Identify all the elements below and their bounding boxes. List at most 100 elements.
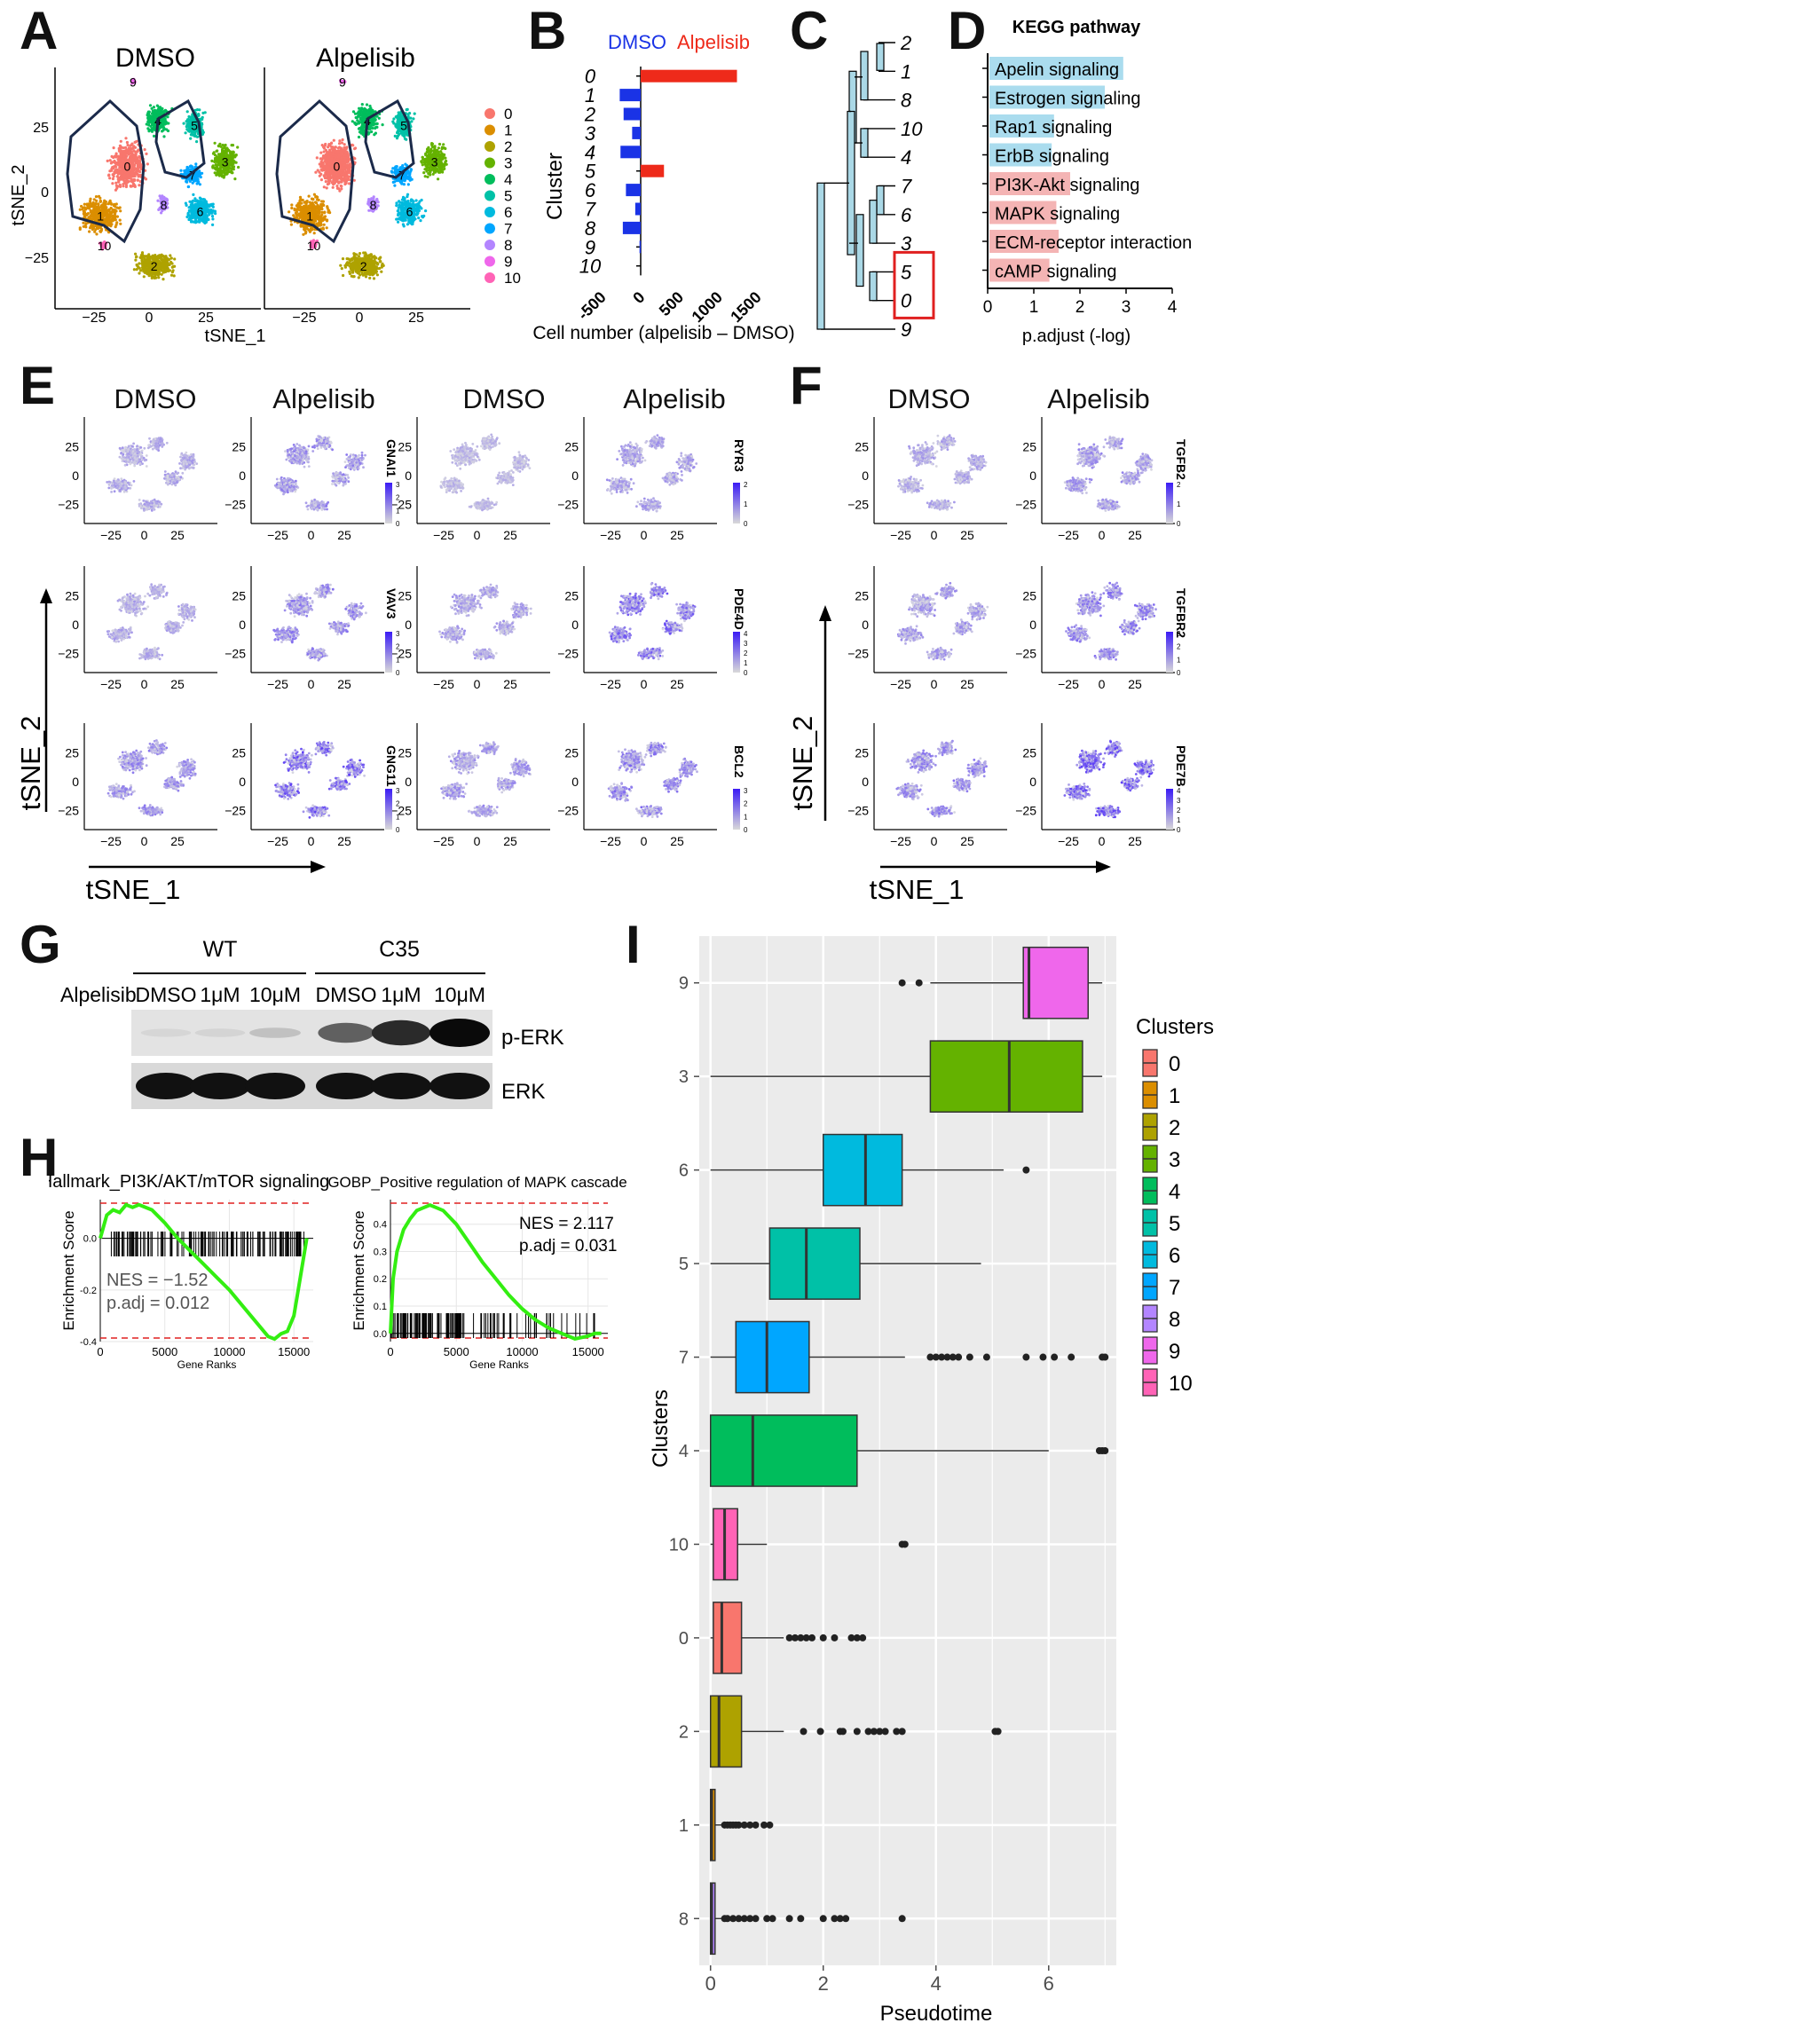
panel-f-r1-c1-ytick-1: 0: [1029, 618, 1036, 632]
panel-i-outlier-8-14: [842, 1915, 850, 1923]
panel-i-xtick-3: 6: [1044, 1972, 1054, 1995]
panel-g-erk-band-3: [316, 1073, 376, 1099]
panel-b-bar-2: [623, 107, 641, 121]
panel-b-xtick-2: 500: [656, 288, 687, 319]
panel-e-cb-right-1-scale-2: 2: [744, 649, 748, 657]
panel-e-feature-plots: 25 0 −25 −25 0 25 25 0 −25 −25 0 25 25 0 −25 −25 0 25 25 0 −…: [15, 417, 748, 905]
panel-e-r2-c3-ytick-1: 0: [571, 775, 579, 789]
panel-e-r0-c3-points: [605, 434, 698, 513]
panel-f-r1-c0-ytick-0: 25: [855, 589, 869, 603]
panel-i-outlier-0-1: [791, 1633, 799, 1641]
panel-b-bar-6: [626, 184, 641, 197]
panel-d-xtick-4: 4: [1168, 298, 1178, 317]
panel-label-d: D: [948, 0, 986, 61]
panel-e-r1-c1-points: [272, 583, 367, 662]
panel-i-outlier-8-2: [729, 1915, 737, 1923]
panel-h2-xtick-1: 5000: [444, 1345, 469, 1358]
panel-i-outlier-1-9: [760, 1821, 768, 1829]
panel-f-r0-c1-ytick-1: 0: [1029, 468, 1036, 483]
panel-e-r2-c1-points: [274, 741, 366, 819]
panel-i-outlier-6-0: [1022, 1166, 1030, 1174]
panel-a-legend-dot-4: [485, 174, 495, 185]
panel-a-outline-cluster5-dmso: [154, 98, 206, 179]
panel-d-xtick-0: 0: [983, 298, 993, 317]
panel-e-r0-c0-xtick-2: 25: [170, 528, 185, 542]
panel-f-cb-1-scale-0: 3: [1177, 630, 1181, 638]
panel-e-r0-c2-points: [439, 433, 532, 512]
panel-e-r0-c3-xtick-2: 25: [670, 528, 684, 542]
panel-e-r2-c3-xtick-0: −25: [600, 834, 621, 848]
panel-i-ytick-5: 5: [679, 1255, 689, 1274]
panel-i-outlier-7-1: [932, 1353, 940, 1361]
panel-i-ytick-9: 9: [679, 974, 689, 994]
panel-i-outlier-7-8: [1022, 1353, 1030, 1361]
panel-e-cb-left-2-scale-1: 2: [396, 800, 400, 808]
panel-e-r2-c3-xtick-2: 25: [670, 834, 684, 848]
panel-a-legend-dot-2: [485, 141, 495, 152]
panel-a-outline-cluster0-dmso: [66, 98, 146, 244]
panel-d-label-3: ErbB signaling: [995, 147, 1109, 167]
panel-c-node-1: [860, 51, 869, 101]
panel-e-r0-c2-ytick-1: 0: [405, 468, 412, 483]
panel-e-r1-c0-ytick-1: 0: [72, 618, 79, 632]
panel-e-cb-right-2-colorbar: [733, 789, 740, 830]
panel-f-r0-c0-xtick-2: 25: [960, 528, 974, 542]
panel-b-bar-3: [632, 126, 641, 139]
panel-i-outlier-7-10: [1051, 1353, 1059, 1361]
panel-e-r2-c0-xtick-1: 0: [141, 834, 148, 848]
panel-d-bar-5: [989, 201, 1057, 224]
panel-e-r1-c0-points: [106, 583, 197, 661]
panel-f-r2-c1-xtick-2: 25: [1128, 834, 1142, 848]
panel-e-r1-c2-xtick-0: −25: [433, 677, 454, 691]
panel-e-title-1: DMSO: [114, 383, 197, 415]
panel-d-label-4: PI3K-Akt signaling: [995, 176, 1139, 195]
panel-d-xtick-3: 3: [1122, 298, 1131, 317]
panel-i-outlier-7-9: [1039, 1353, 1047, 1361]
panel-e-cb-left-2-colorbar: [385, 789, 392, 830]
panel-d-label-6: ECM-receptor interaction: [995, 233, 1192, 253]
panel-e-cb-left-2-scale-3: 0: [396, 826, 400, 834]
panel-g-group-wt: WT: [203, 937, 238, 962]
panel-e-cb-right-2-scale-0: 3: [744, 787, 748, 795]
panel-d-bar-4: [989, 172, 1070, 195]
panel-e-r2-c1-ytick-1: 0: [239, 775, 246, 789]
panel-h2-ylabel: Enrichment Score: [351, 1210, 367, 1330]
panel-e-r1-c2-ytick-0: 25: [398, 589, 412, 603]
panel-i-ytick-2: 2: [679, 1722, 689, 1742]
panel-f-gene-tgfbr2: TGFBR2: [1174, 588, 1188, 638]
panel-g-erk-band-4: [371, 1073, 431, 1099]
panel-d-label-2: Rap1 signaling: [995, 118, 1112, 138]
panel-g-lane-3: DMSO: [316, 983, 377, 1006]
panel-f-r0-c1-xtick-1: 0: [1099, 528, 1106, 542]
panel-e-cb-right-2-scale-1: 2: [744, 800, 748, 808]
panel-f-r0-c0-ytick-0: 25: [855, 440, 869, 454]
panel-e-r1-c0-xtick-1: 0: [141, 677, 148, 691]
panel-b-bar-9: [639, 240, 642, 254]
panel-h2-xtick-2: 10000: [506, 1345, 538, 1358]
panel-f-cb-1-scale-3: 0: [1177, 669, 1181, 677]
panel-i-box-6: [822, 1133, 903, 1207]
panel-i-box-9: [1022, 946, 1089, 1019]
panel-f-cb-2-scale-1: 3: [1177, 797, 1181, 805]
panel-i-ytick-4: 4: [679, 1442, 689, 1461]
panel-e-gene-gng11: GNG11: [384, 745, 398, 787]
panel-h2-ytick-2: 0.2: [374, 1274, 387, 1285]
panel-e-r2-c3-ytick-0: 25: [564, 746, 579, 760]
panel-g-perk-band-5: [429, 1019, 490, 1047]
panel-h2-xtick-0: 0: [387, 1345, 393, 1358]
panel-f-r1-c0-ytick-1: 0: [862, 618, 869, 632]
panel-f-r2-c0-xtick-1: 0: [931, 834, 938, 848]
panel-i-legend-label-2: 2: [1169, 1116, 1180, 1140]
panel-label-g: G: [20, 914, 61, 975]
panel-i-legend-label-3: 3: [1169, 1148, 1180, 1172]
panel-d-title: KEGG pathway: [1012, 18, 1141, 37]
panel-i-outlier-2-4: [853, 1728, 861, 1736]
panel-a-xlabel: tSNE_1: [205, 327, 266, 346]
panel-e-r0-c2-xtick-0: −25: [433, 528, 454, 542]
panel-i-legend-label-8: 8: [1169, 1308, 1180, 1332]
panel-i-legend-label-10: 10: [1169, 1372, 1193, 1396]
panel-g-band-perk: p-ERK: [501, 1026, 564, 1050]
panel-i-outlier-8-15: [898, 1915, 906, 1923]
panel-f-r1-c1-ytick-0: 25: [1022, 589, 1036, 603]
panel-e-cb-left-1-scale-0: 3: [396, 630, 400, 638]
